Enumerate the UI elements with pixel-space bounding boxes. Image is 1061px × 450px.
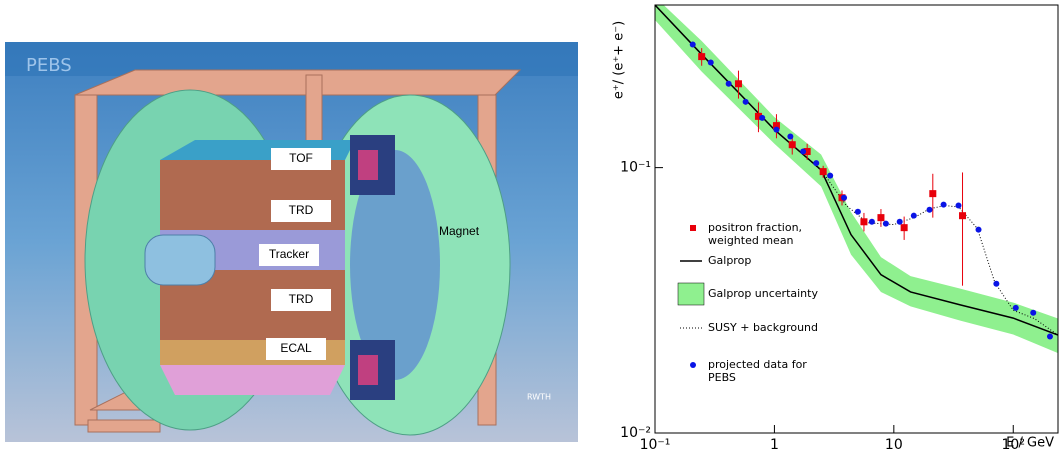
- y-axis-label: e⁺/ (e⁺+ e⁻): [612, 21, 627, 99]
- marker: [882, 220, 889, 227]
- marker: [955, 202, 962, 209]
- marker: [929, 190, 937, 198]
- marker: [734, 80, 742, 88]
- marker: [860, 218, 868, 226]
- marker: [800, 148, 807, 155]
- marker: [803, 148, 811, 156]
- label: ECAL: [280, 341, 312, 355]
- legend-label: projected data for PEBS: [708, 358, 807, 384]
- marker: [707, 59, 714, 66]
- legend-label: SUSY + background: [708, 321, 819, 334]
- marker: [854, 208, 861, 215]
- label: TRD: [289, 203, 314, 217]
- x-tick-label: 10: [885, 437, 903, 450]
- marker: [975, 226, 982, 233]
- marker: [787, 133, 794, 140]
- marker: [754, 112, 762, 120]
- logo: RWTH: [527, 393, 551, 402]
- legend-marker: [677, 282, 705, 306]
- labels: TOF TRD Tracker TRD ECAL Magnet RWTH: [259, 148, 551, 402]
- marker: [841, 194, 848, 201]
- marker: [742, 98, 749, 105]
- marker: [759, 114, 766, 121]
- marker: [910, 212, 917, 219]
- marker: [877, 214, 885, 222]
- marker: [773, 126, 780, 133]
- detector-stack: [144, 135, 395, 400]
- y-tick-label: 10⁻¹: [620, 160, 651, 176]
- marker: [896, 218, 903, 225]
- uncertainty-band: [655, 5, 1058, 354]
- marker: [900, 224, 908, 232]
- legend-label: Galprop: [708, 254, 752, 267]
- label: Magnet: [439, 224, 480, 238]
- marker: [993, 280, 1000, 287]
- marker: [926, 206, 933, 213]
- label: TOF: [289, 151, 313, 165]
- marker: [689, 41, 696, 48]
- legend-label: positron fraction, weighted mean: [708, 221, 803, 247]
- marker: [725, 80, 732, 87]
- magnet-hole: [350, 150, 440, 380]
- y-tick-label: 10⁻²: [620, 425, 651, 441]
- dotted-line: [655, 5, 1058, 336]
- marker: [940, 201, 947, 208]
- legend-label: Galprop uncertainty: [708, 287, 818, 300]
- marker: [1012, 304, 1019, 311]
- x-tick-label: 10²: [1002, 437, 1025, 450]
- marker: [788, 141, 796, 149]
- legend-marker: [690, 362, 696, 368]
- plot-area: [655, 5, 1058, 354]
- marker: [868, 218, 875, 225]
- x-tick-label: 10⁻¹: [640, 437, 671, 450]
- x-axis-label: E / GeV: [1006, 436, 1054, 450]
- marker: [698, 53, 706, 61]
- axes-frame: [654, 4, 1059, 434]
- detector-illustration: PEBS: [5, 42, 578, 442]
- x-tick-label: 1: [770, 437, 779, 450]
- marker: [827, 172, 834, 179]
- image-title: PEBS: [26, 55, 72, 76]
- marker: [1030, 309, 1037, 316]
- marker: [813, 160, 820, 167]
- label: TRD: [289, 292, 314, 306]
- marker: [1046, 333, 1053, 340]
- marker: [819, 168, 827, 176]
- legend-marker: [690, 225, 696, 231]
- marker: [772, 122, 780, 130]
- marker: [959, 212, 967, 220]
- label: Tracker: [269, 247, 309, 261]
